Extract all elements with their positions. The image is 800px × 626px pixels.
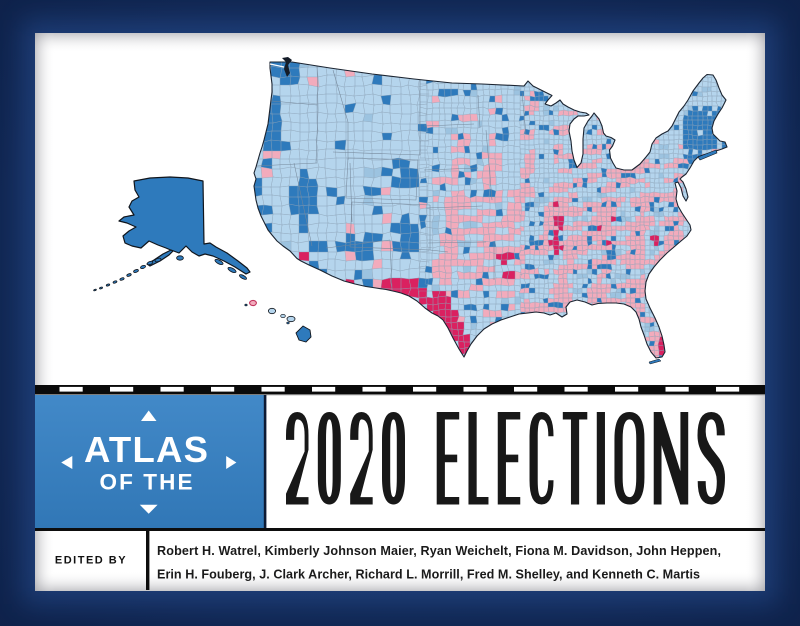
- svg-text:Robert H. Watrel, Kimberly Joh: Robert H. Watrel, Kimberly Johnson Maier…: [157, 544, 721, 558]
- svg-text:EDITED BY: EDITED BY: [55, 555, 127, 567]
- svg-text:Erin H. Fouberg, J. Clark Arch: Erin H. Fouberg, J. Clark Archer, Richar…: [157, 568, 700, 582]
- svg-text:OF THE: OF THE: [100, 470, 193, 495]
- svg-text:ATLAS: ATLAS: [84, 429, 208, 470]
